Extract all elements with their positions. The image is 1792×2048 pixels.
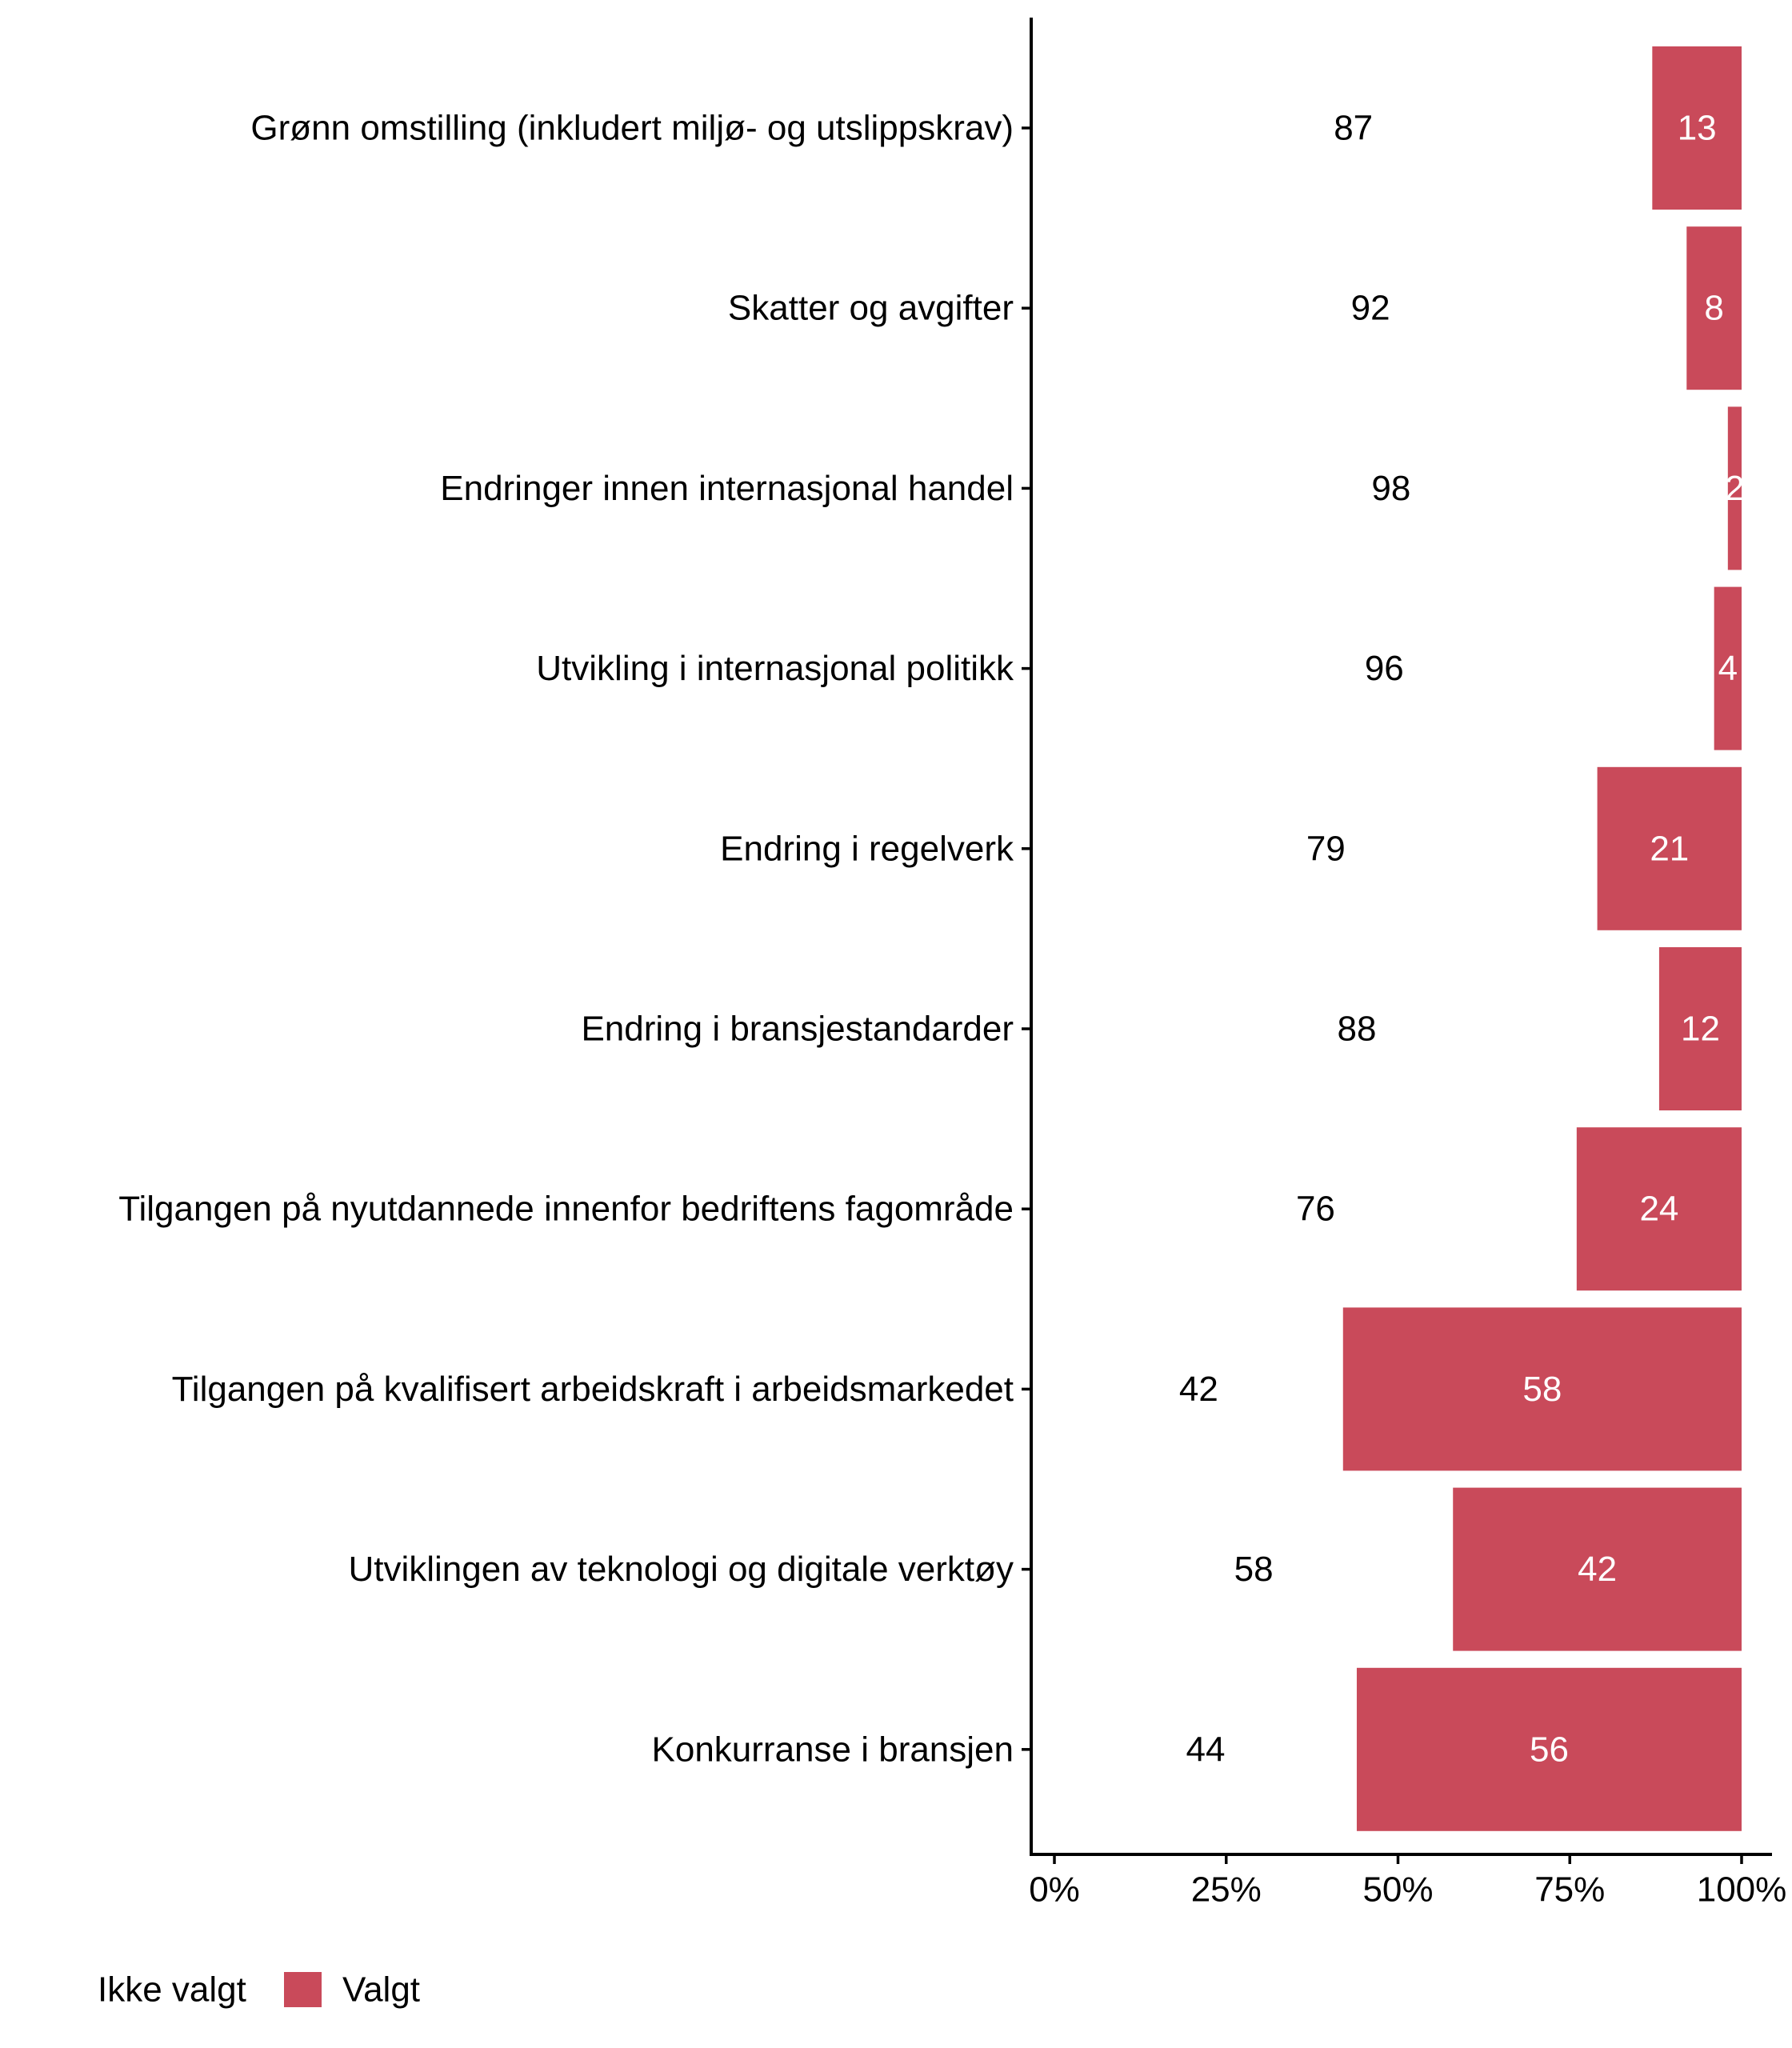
- category-label: Skatter og avgifter: [728, 289, 1014, 328]
- legend-label-valgt: Valgt: [342, 1970, 420, 2010]
- category-label: Tilgangen på nyutdannede innenfor bedrif…: [118, 1190, 1014, 1229]
- category-label: Endringer innen internasjonal handel: [440, 469, 1014, 508]
- data-label-ikke-valgt: 79: [1306, 829, 1346, 868]
- category-label: Endring i regelverk: [720, 829, 1014, 868]
- data-label-ikke-valgt: 76: [1296, 1190, 1335, 1229]
- bars-layer: [1342, 46, 1742, 1831]
- data-label-ikke-valgt: 44: [1186, 1730, 1226, 1769]
- data-label-valgt: 56: [1530, 1730, 1569, 1769]
- data-label-ikke-valgt: 98: [1371, 469, 1410, 508]
- bar-valgt: [1727, 406, 1742, 570]
- legend: Ikke valgt Valgt: [98, 1970, 420, 2010]
- data-labels-layer: 87 13 92 8 98 2 96 4 79 21 88 12 76 24 42 58 58 42 44 56: [1179, 109, 1745, 1770]
- x-axis: 0% 25% 50% 75% 100%: [1029, 1853, 1787, 1910]
- legend-swatch-valgt: [284, 1972, 322, 2007]
- category-label: Endring i bransjestandarder: [581, 1010, 1014, 1049]
- data-label-valgt: 12: [1681, 1010, 1720, 1049]
- y-axis: Grønn omstilling (inkludert miljø- og ut…: [118, 18, 1033, 1854]
- category-label: Tilgangen på kvalifisert arbeidskraft i …: [172, 1370, 1014, 1409]
- x-tick-label: 100%: [1697, 1870, 1787, 1910]
- data-label-valgt: 2: [1725, 469, 1744, 508]
- x-tick-label: 25%: [1191, 1870, 1262, 1910]
- bar-valgt: [1714, 586, 1742, 750]
- data-label-ikke-valgt: 42: [1179, 1370, 1218, 1409]
- data-label-ikke-valgt: 92: [1351, 289, 1390, 328]
- data-label-ikke-valgt: 88: [1337, 1010, 1376, 1049]
- data-label-valgt: 21: [1650, 829, 1689, 868]
- data-label-ikke-valgt: 96: [1365, 649, 1404, 688]
- bar-valgt: [1342, 1307, 1742, 1471]
- data-label-valgt: 42: [1578, 1550, 1617, 1589]
- bar-valgt: [1686, 226, 1742, 390]
- data-label-valgt: 58: [1522, 1370, 1562, 1409]
- legend-label-ikke-valgt: Ikke valgt: [98, 1970, 246, 2010]
- bar-valgt: [1576, 1127, 1742, 1291]
- bar-valgt: [1658, 947, 1742, 1110]
- bar-valgt: [1356, 1667, 1742, 1831]
- bar-valgt: [1652, 46, 1742, 210]
- data-label-valgt: 8: [1704, 289, 1723, 328]
- category-label: Konkurranse i bransjen: [652, 1730, 1014, 1769]
- data-label-valgt: 24: [1639, 1190, 1678, 1229]
- x-tick-label: 75%: [1534, 1870, 1605, 1910]
- bar-valgt: [1453, 1487, 1742, 1651]
- data-label-ikke-valgt: 58: [1234, 1550, 1274, 1589]
- category-label: Grønn omstilling (inkludert miljø- og ut…: [250, 109, 1014, 148]
- bar-valgt: [1597, 766, 1742, 930]
- category-label: Utvikling i internasjonal politikk: [536, 649, 1014, 688]
- data-label-ikke-valgt: 87: [1334, 109, 1373, 148]
- x-tick-label: 50%: [1362, 1870, 1433, 1910]
- category-label: Utviklingen av teknologi og digitale ver…: [348, 1550, 1014, 1589]
- data-label-valgt: 13: [1678, 109, 1717, 148]
- data-label-valgt: 4: [1718, 649, 1738, 688]
- x-tick-label: 0%: [1029, 1870, 1080, 1910]
